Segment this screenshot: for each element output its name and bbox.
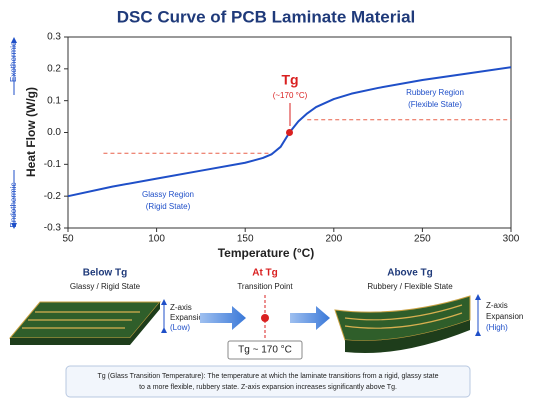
z-axis-label: Z-axis xyxy=(486,301,508,310)
panel-title: Above Tg xyxy=(387,268,433,279)
z-axis-label: (Low) xyxy=(170,323,190,332)
pcb-edge xyxy=(345,320,470,354)
x-tick-label: 50 xyxy=(62,234,74,245)
y-axis-label: Heat Flow (W/g) xyxy=(24,87,38,177)
z-axis-label: Z-axis xyxy=(170,303,192,312)
data-line xyxy=(67,66,512,198)
z-axis-label: (High) xyxy=(486,323,508,332)
rubbery-state: (Flexible State) xyxy=(408,100,462,109)
x-tick-label: 300 xyxy=(503,234,520,245)
y-tick-label: -0.3 xyxy=(44,223,62,234)
y-tick-label: -0.2 xyxy=(44,191,62,202)
panel-subtitle: Rubbery / Flexible State xyxy=(367,282,453,291)
tg-box xyxy=(227,340,303,360)
z-axis-label: Expansion xyxy=(486,312,523,321)
panel-subtitle: Transition Point xyxy=(237,282,293,291)
chart-title: DSC Curve of PCB Laminate Material xyxy=(117,7,416,26)
rubbery-label: Rubbery Region xyxy=(406,88,464,97)
y-tick-label: 0.2 xyxy=(47,63,61,74)
pcb-traces xyxy=(22,311,140,329)
x-tick-label: 200 xyxy=(325,234,342,245)
x-axis-label: Temperature (°C) xyxy=(218,246,315,260)
glassy-label: Glassy Region xyxy=(142,190,194,199)
flow-arrow xyxy=(200,306,246,330)
panel-title: Below Tg xyxy=(83,268,127,279)
x-tick-label: 150 xyxy=(237,234,254,245)
plot: 0.3 0.2 0.1 0.0 -0.1 -0.2 -0.350 100 150 200 250 30… xyxy=(44,32,520,245)
y-tick-label: 0.3 xyxy=(47,32,61,43)
x-tick-label: 100 xyxy=(148,234,165,245)
note-line: Tg (Glass Transition Temperature): The t… xyxy=(98,373,439,380)
transition-dot xyxy=(261,314,269,322)
panel-title: At Tg xyxy=(252,268,278,279)
note-box xyxy=(65,365,471,398)
panel-subtitle: Glassy / Rigid State xyxy=(70,282,141,291)
tg-label: Tg xyxy=(281,72,298,88)
tg-value: (~170 °C) xyxy=(273,91,308,100)
x-tick-label: 250 xyxy=(414,234,431,245)
y-tick-label: 0.0 xyxy=(47,127,61,138)
tg-marker xyxy=(286,129,293,136)
flow-arrow xyxy=(290,306,330,330)
pcb-edge xyxy=(10,302,160,345)
z-axis-label: Expansion xyxy=(170,313,207,322)
glassy-state: (Rigid State) xyxy=(146,202,191,211)
y-tick-label: 0.1 xyxy=(47,95,61,106)
note-line: to a more flexible, rubbery state. Z-axi… xyxy=(139,384,397,391)
tg-box-text: Tg ~ 170 °C xyxy=(238,345,292,356)
pcb-traces xyxy=(344,304,463,329)
y-tick-label: -0.1 xyxy=(44,159,62,170)
